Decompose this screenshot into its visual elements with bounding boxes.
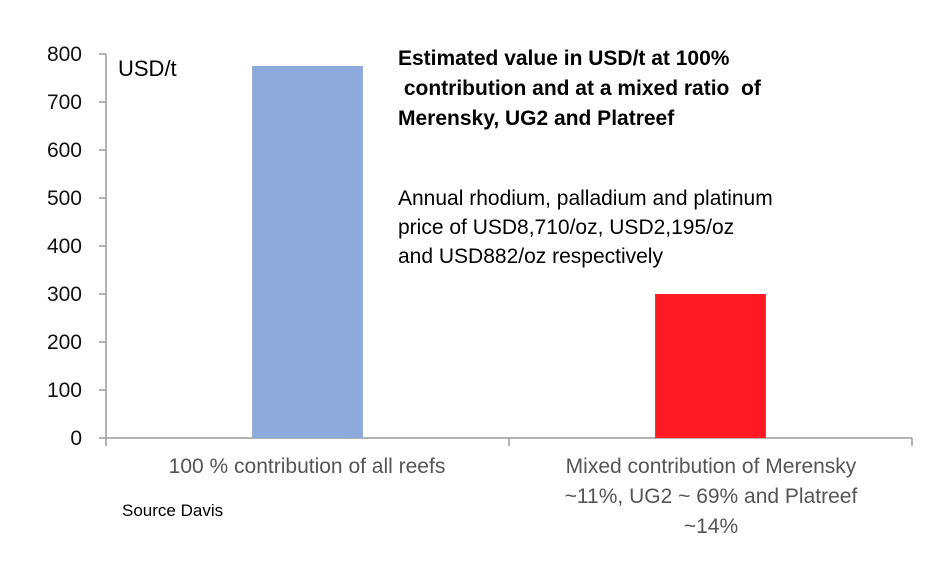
bar — [252, 66, 363, 438]
category-label-all-reefs: 100 % contribution of all reefs — [106, 452, 508, 482]
category-label-line: ~11%, UG2 ~ 69% and Platreef — [564, 485, 858, 508]
annotation-line: and USD882/oz respectively — [398, 245, 663, 268]
y-ticks: 0 100 200 300 400 500 600 700 800 — [47, 43, 106, 450]
bar — [655, 294, 766, 438]
category-label-line: 100 % contribution of all reefs — [168, 455, 446, 478]
y-tick-label: 600 — [47, 139, 82, 162]
y-tick-label: 500 — [47, 187, 82, 210]
y-tick-label: 300 — [47, 283, 82, 306]
category-label-line: Mixed contribution of Merensky — [565, 455, 857, 478]
annotation-line: Annual rhodium, palladium and platinum — [398, 187, 773, 210]
chart-title: Estimated value in USD/t at 100% contrib… — [398, 44, 918, 134]
source-note: Source Davis — [122, 501, 224, 520]
y-tick-label: 400 — [47, 235, 82, 258]
y-tick-label: 100 — [47, 379, 82, 402]
y-axis-unit-label: USD/t — [118, 56, 177, 81]
bars — [252, 66, 766, 438]
chart-title-line: Merensky, UG2 and Platreef — [398, 107, 675, 130]
y-tick-label: 200 — [47, 331, 82, 354]
category-label-mixed: Mixed contribution of Merensky ~11%, UG2… — [510, 452, 912, 542]
annotation-line: price of USD8,710/oz, USD2,195/oz — [398, 216, 735, 239]
y-tick-label: 800 — [47, 43, 82, 66]
chart-title-line: Estimated value in USD/t at 100% — [398, 47, 730, 70]
y-tick-label: 0 — [70, 427, 82, 450]
category-label-line: ~14% — [683, 515, 739, 538]
chart-title-line: contribution and at a mixed ratio of — [398, 77, 761, 100]
price-annotation: Annual rhodium, palladium and platinum p… — [398, 184, 918, 271]
y-tick-label: 700 — [47, 91, 82, 114]
